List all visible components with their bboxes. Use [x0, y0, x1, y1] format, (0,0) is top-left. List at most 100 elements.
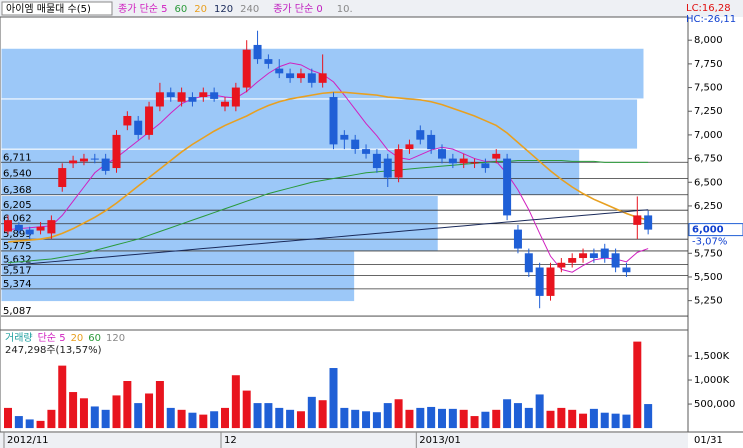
- candle-body: [101, 158, 110, 171]
- candle-body: [503, 158, 512, 216]
- volume-bar: [546, 410, 555, 429]
- candle-body: [253, 44, 262, 60]
- x-tick-label: 2012/11: [7, 435, 49, 446]
- volume-bar: [318, 400, 327, 429]
- volume-bar: [351, 409, 360, 429]
- volume-bar: [145, 393, 154, 429]
- candle-body: [69, 160, 78, 164]
- y-tick-label: 7,500: [694, 83, 723, 94]
- level-label: 5,632: [3, 254, 32, 265]
- volume-bar: [644, 404, 653, 429]
- candle-body: [90, 158, 99, 160]
- legend-label: 종가 단순 0: [273, 3, 323, 15]
- candle-body: [307, 73, 316, 83]
- volume-bar: [427, 406, 436, 429]
- volume-bar: [210, 411, 219, 429]
- candle-body: [546, 267, 555, 296]
- candle-body: [568, 258, 577, 263]
- y-tick-label: 5,500: [694, 272, 723, 283]
- y-tick-label: 5,750: [694, 248, 723, 259]
- candle-body: [481, 163, 490, 169]
- candle-body: [557, 262, 566, 268]
- volume-bar: [492, 409, 501, 429]
- candle-body: [177, 92, 186, 102]
- y-tick-label: 6,250: [694, 201, 723, 212]
- candle-body: [4, 220, 12, 232]
- volume-bar: [231, 375, 240, 429]
- volume-bar: [14, 416, 23, 429]
- legend-label: 종가 단순 5: [118, 3, 168, 15]
- level-label: 6,205: [3, 200, 32, 211]
- volume-info: 247,298주(13,57%): [5, 345, 102, 356]
- volume-bar: [264, 403, 273, 429]
- candle-body: [644, 215, 653, 230]
- volume-bar: [221, 407, 229, 429]
- volume-bar: [134, 403, 143, 429]
- level-label: 6,062: [3, 214, 32, 225]
- volume-legend: 60: [88, 333, 101, 344]
- candle-body: [134, 120, 143, 135]
- candle-body: [14, 224, 23, 231]
- volume-bar: [79, 398, 88, 429]
- x-tick-label: 12: [224, 435, 237, 446]
- volume-bar: [242, 390, 251, 429]
- legend-label: 120: [214, 4, 233, 15]
- y-tick-label: 1,500K: [694, 351, 730, 362]
- volume-bar: [611, 413, 620, 429]
- volume-bar: [372, 412, 381, 429]
- volume-bar: [600, 412, 609, 429]
- candle-body: [199, 92, 208, 98]
- volume-bar: [58, 365, 67, 429]
- moving-average: [7, 209, 649, 267]
- candle-body: [513, 229, 522, 249]
- volume-bar: [296, 411, 305, 429]
- volume-bar: [438, 408, 446, 429]
- y-tick-label: 7,250: [694, 106, 723, 117]
- y-tick-label: 7,000: [694, 130, 723, 141]
- volume-bar: [123, 381, 132, 429]
- y-tick-label: 1,000K: [694, 375, 730, 386]
- y-tick-label: 8,000: [694, 35, 723, 46]
- candle-body: [372, 153, 381, 169]
- volume-bar: [448, 408, 457, 429]
- volume-bar: [253, 403, 262, 429]
- legend-box[interactable]: [1, 1, 113, 16]
- volume-bar: [622, 414, 631, 429]
- volume-bar: [340, 407, 349, 429]
- volume-legend: 120: [106, 333, 125, 344]
- volume-bar: [633, 341, 642, 429]
- volume-bar: [459, 409, 468, 429]
- legend-label: 20: [194, 4, 207, 15]
- volume-bar: [513, 403, 522, 429]
- candle-body: [155, 92, 164, 107]
- candle-body: [340, 134, 349, 140]
- candle-body: [351, 139, 360, 150]
- candle-body: [416, 130, 425, 140]
- price-volume-bar: [0, 195, 439, 252]
- y-tick-label: 6,750: [694, 154, 723, 165]
- y-tick-label: 5,250: [694, 296, 723, 307]
- candle-body: [58, 168, 67, 187]
- level-label: 5,775: [3, 241, 32, 252]
- legend-label: 60: [175, 4, 188, 15]
- candle-body: [492, 153, 501, 159]
- y-tick-label: 7,750: [694, 59, 723, 70]
- price-volume-bar: [0, 250, 356, 303]
- candle-body: [405, 144, 414, 150]
- volume-bar: [275, 407, 284, 429]
- legend-label: 240: [240, 4, 259, 15]
- candle-body: [112, 134, 121, 169]
- candle-body: [600, 248, 609, 259]
- candle-body: [459, 158, 468, 164]
- chart-title: 아이엠 매물대 수(5): [6, 3, 91, 15]
- volume-bar: [286, 409, 295, 429]
- candle-body: [145, 106, 154, 135]
- volume-bar: [69, 392, 78, 429]
- candle-body: [275, 68, 284, 74]
- volume-bar: [36, 420, 45, 429]
- volume-bar: [589, 408, 598, 429]
- price-volume-bar: [0, 98, 639, 150]
- candle-body: [36, 226, 45, 231]
- candle-body: [242, 49, 251, 88]
